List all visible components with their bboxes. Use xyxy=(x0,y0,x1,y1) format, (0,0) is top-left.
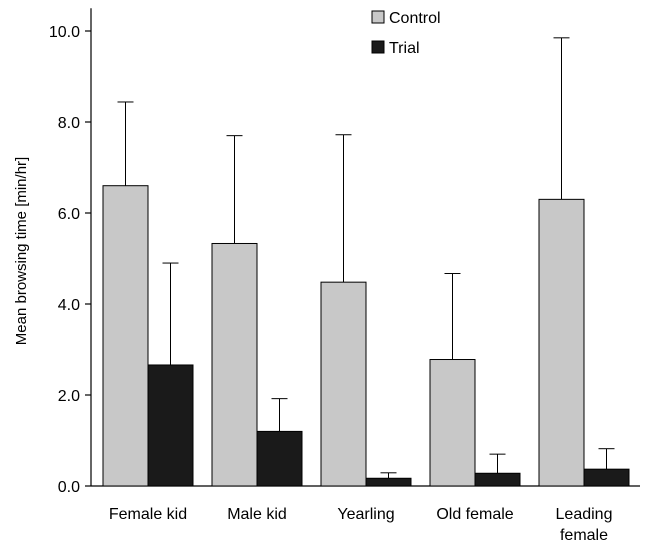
x-category-label: Old female xyxy=(436,506,513,523)
error-bars xyxy=(117,37,615,479)
legend-label-trial: Trial xyxy=(389,40,420,57)
y-ticks: 0.0 2.0 4.0 6.0 8.0 10.0 xyxy=(49,24,91,496)
bar-trial xyxy=(474,472,521,487)
bar-control xyxy=(538,198,585,487)
bar-control xyxy=(320,281,367,487)
bars xyxy=(102,185,630,487)
y-tick-label: 2.0 xyxy=(58,388,80,405)
bar-control xyxy=(211,242,258,487)
bar-trial xyxy=(583,468,630,487)
y-axis-title: Mean browsing time [min/hr] xyxy=(13,157,30,345)
x-category-labels: Female kid Male kid Yearling Old female Lead… xyxy=(109,506,613,544)
legend-swatch-trial xyxy=(371,40,385,54)
legend-label-control: Control xyxy=(389,10,441,27)
x-category-label: Female kid xyxy=(109,506,187,523)
legend: Control Trial xyxy=(371,10,441,57)
y-tick-label: 8.0 xyxy=(58,115,80,132)
y-tick-label: 6.0 xyxy=(58,206,80,223)
x-category-label: Male kid xyxy=(227,506,287,523)
legend-swatch-control xyxy=(371,10,385,24)
y-tick-label: 10.0 xyxy=(49,24,80,41)
y-tick-label: 0.0 xyxy=(58,479,80,496)
x-category-label: Leading female xyxy=(556,506,613,544)
bar-trial xyxy=(147,364,194,487)
x-category-label: Yearling xyxy=(337,506,394,523)
bar-control xyxy=(429,359,476,487)
bar-trial xyxy=(256,430,303,487)
bar-trial xyxy=(365,477,412,487)
y-tick-label: 4.0 xyxy=(58,297,80,314)
bar-control xyxy=(102,185,149,487)
